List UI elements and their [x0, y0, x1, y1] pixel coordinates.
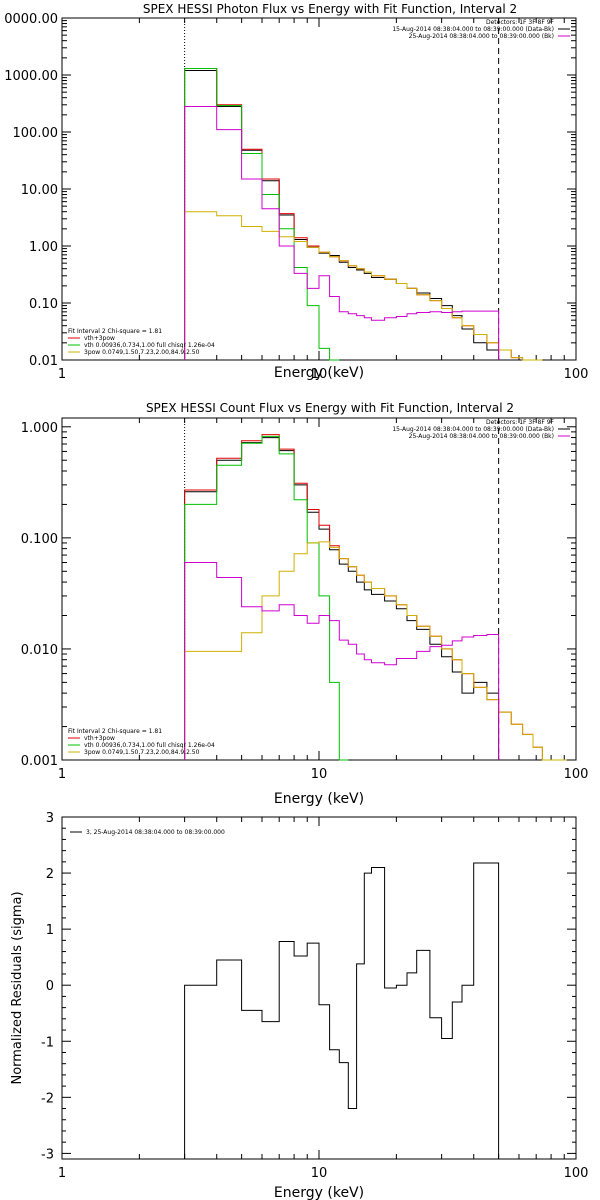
y-tick-label: 0.100 [21, 532, 58, 547]
axis-ticks: 1 10 100 -3 -2 -1 0 1 2 3 [41, 811, 588, 1181]
y-tick-label: 3 [46, 811, 54, 826]
axis-ticks: 1 10 100 0.001 0.010 0.100 1.000 [21, 418, 589, 782]
series-line [184, 68, 340, 361]
legend-entry: 15-Aug-2014 08:38:04.000 to 08:39:00.000… [392, 426, 554, 433]
legend-top-left: 3, 25-Aug-2014 08:38:04.000 to 08:39:00.… [70, 829, 225, 836]
series-group [184, 418, 567, 761]
x-tick-label: 1 [58, 767, 66, 782]
legend-entry: Fit Interval 2 Chi-square = 1.81 [68, 728, 162, 735]
y-tick-label: 1.000 [21, 421, 58, 436]
series-line [184, 434, 552, 761]
series-line [184, 437, 500, 760]
count-flux-panel: SPEX HESSI Count Flux vs Energy with Fit… [21, 401, 589, 807]
legend-entry: Detectors: 1F 3F 8F 9F [486, 419, 555, 426]
legend-entry: vth 0.00936,0.734,1.00 full chisqr 1.26e… [84, 342, 215, 349]
legend-entry: vth+3pow [84, 735, 115, 742]
y-tick-label: -2 [41, 1091, 54, 1106]
legend-entry: vth+3pow [84, 335, 115, 342]
y-tick-label: 2 [46, 867, 54, 882]
series-line [184, 211, 543, 361]
axis-ticks: 1 10 100 0.01 0.10 1.00 10.00 100.00 1000.00 0000… [4, 12, 588, 382]
y-tick-label: 100.00 [13, 126, 59, 141]
y-tick-label: 0.001 [21, 754, 58, 769]
y-tick-label: -3 [41, 1147, 54, 1162]
x-tick-label: 10 [311, 1166, 328, 1181]
y-axis-label: Normalized Residuals (sigma) [10, 891, 25, 1084]
legend-entry: 3, 25-Aug-2014 08:38:04.000 to 08:39:00.… [86, 829, 225, 836]
y-tick-label: 1 [46, 923, 54, 938]
legend-entry: 25-Aug-2014 08:38:04.000 to 08:39:00.000… [409, 433, 554, 440]
y-tick-label: 0.10 [29, 297, 58, 312]
series-group [184, 18, 543, 361]
series-line [184, 435, 349, 761]
series-line [184, 541, 567, 761]
series-line [184, 562, 500, 760]
x-tick-label: 10 [311, 767, 328, 782]
chart-title: SPEX HESSI Photon Flux vs Energy with Fi… [143, 2, 517, 16]
y-tick-label: 0 [46, 979, 54, 994]
y-tick-label: 0000.00 [4, 12, 58, 27]
x-axis-label: Energy (keV) [274, 1185, 364, 1200]
legend-entry: 3pow 0.0749,1.50,7.23,2.00,84.9,2.50 [84, 749, 200, 756]
legend-entry: Fit Interval 2 Chi-square = 1.81 [68, 328, 162, 335]
series-line [184, 68, 524, 360]
legend-bottom-left: Fit Interval 2 Chi-square = 1.81vth+3pow… [68, 328, 215, 356]
legend-entry: 15-Aug-2014 08:38:04.000 to 08:39:00.000… [392, 26, 554, 33]
legend-bottom-left: Fit Interval 2 Chi-square = 1.81vth+3pow… [68, 728, 215, 756]
y-tick-label: 0.010 [21, 643, 58, 658]
x-tick-label: 100 [564, 767, 589, 782]
x-tick-label: 100 [564, 1166, 589, 1181]
series-line [184, 862, 500, 1159]
series-group [184, 862, 500, 1159]
residuals-panel: 1 10 100 -3 -2 -1 0 1 2 3 3, 25-Aug-2014 08:38:04… [10, 811, 588, 1200]
y-tick-label: 10.00 [21, 183, 58, 198]
x-axis-label: Energy (keV) [274, 365, 364, 381]
x-tick-label: 1 [58, 1166, 66, 1181]
y-tick-label: -1 [41, 1035, 54, 1050]
legend-entry: 25-Aug-2014 08:38:04.000 to 08:39:00.000… [409, 33, 554, 40]
series-line [184, 106, 500, 360]
x-tick-label: 10 [311, 367, 328, 382]
photon-flux-panel: SPEX HESSI Photon Flux vs Energy with Fi… [4, 2, 588, 382]
legend-entry: Detectors: 1F 3F 8F 9F [486, 19, 555, 26]
y-tick-label: 1.00 [29, 240, 58, 255]
legend-entry: vth 0.00936,0.734,1.00 full chisqr 1.26e… [84, 742, 215, 749]
legend-entry: 3pow 0.0749,1.50,7.23,2.00,84.9,2.50 [84, 349, 200, 356]
x-tick-label: 100 [564, 367, 589, 382]
y-tick-label: 0.01 [29, 354, 58, 369]
chart-title: SPEX HESSI Count Flux vs Energy with Fit… [146, 401, 514, 415]
y-tick-label: 1000.00 [4, 69, 58, 84]
x-tick-label: 1 [58, 367, 66, 382]
x-axis-label: Energy (keV) [274, 791, 364, 807]
